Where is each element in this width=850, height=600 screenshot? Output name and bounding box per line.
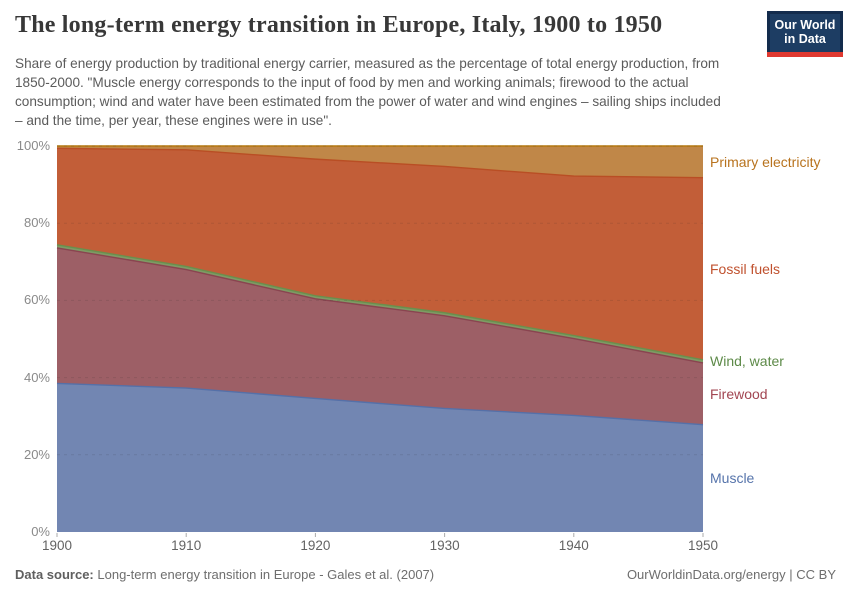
legend-label-primary-electricity[interactable]: Primary electricity: [710, 153, 821, 170]
owid-logo[interactable]: Our World in Data: [767, 11, 843, 57]
area-line-firewood: [56, 247, 704, 364]
y-axis-tick-label: 40%: [23, 369, 50, 385]
data-source-text: Long-term energy transition in Europe - …: [97, 567, 435, 582]
x-axis-tick-label: 1910: [171, 538, 202, 553]
x-axis-tick-label: 1930: [429, 538, 460, 553]
legend-label-fossil-fuels[interactable]: Fossil fuels: [710, 260, 781, 277]
owid-logo-line2: in Data: [784, 31, 826, 46]
x-axis-tick-label: 1900: [41, 538, 73, 553]
y-axis-tick-label: 100%: [16, 138, 50, 153]
chart-subtitle: Share of energy production by traditiona…: [15, 56, 721, 128]
x-axis-tick-label: 1920: [300, 538, 331, 553]
y-axis-tick-label: 80%: [23, 215, 50, 231]
x-axis-tick-label: 1950: [687, 538, 719, 553]
y-axis-tick-label: 60%: [23, 292, 50, 308]
legend-label-wind-water[interactable]: Wind, water: [710, 353, 784, 370]
y-axis-tick-label: 20%: [23, 446, 50, 462]
chart-title: The long-term energy transition in Europ…: [15, 12, 663, 38]
y-axis-tick-label: 0%: [31, 524, 50, 539]
data-source-label: Data source:: [15, 567, 94, 582]
legend-label-firewood[interactable]: Firewood: [710, 385, 768, 402]
owid-logo-line1: Our World: [774, 17, 836, 32]
data-source: Data source: Long-term energy transition…: [15, 567, 434, 582]
area-band-primary-electricity[interactable]: [57, 146, 703, 178]
area-line-fossil-fuels: [56, 147, 704, 179]
owid-logo-text: Our World in Data: [767, 11, 843, 52]
area-band-firewood[interactable]: [57, 247, 703, 425]
footer-url-license[interactable]: OurWorldinData.org/energy | CC BY: [626, 567, 836, 582]
legend-label-muscle[interactable]: Muscle: [710, 470, 755, 487]
x-axis-tick-label: 1940: [558, 538, 589, 553]
area-band-fossil-fuels[interactable]: [57, 148, 703, 360]
owid-logo-red-bar: [767, 52, 843, 57]
area-line-muscle: [56, 382, 704, 426]
area-line-wind-water: [56, 244, 704, 361]
stacked-area-plot: [56, 145, 704, 537]
area-band-muscle[interactable]: [57, 383, 703, 532]
